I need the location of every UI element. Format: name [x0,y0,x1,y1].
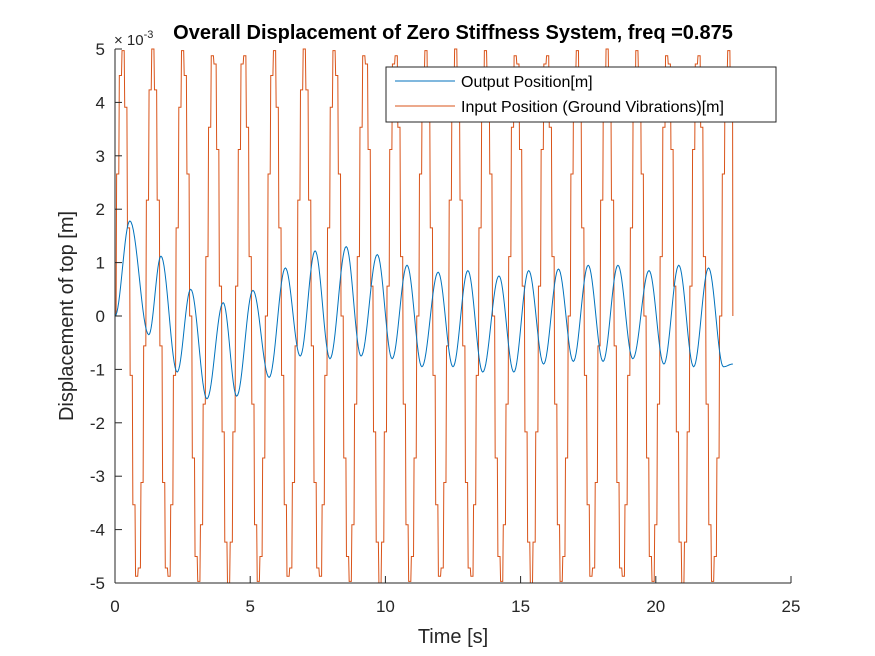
y-tick-label: 1 [96,254,105,273]
y-tick-label: 4 [96,93,105,112]
x-tick-label: 5 [245,597,254,616]
chart-title: Overall Displacement of Zero Stiffness S… [173,22,733,44]
y-tick-label: -4 [90,521,105,540]
y-tick-label: 5 [96,40,105,59]
x-tick-label: 0 [110,597,119,616]
x-tick-label: 25 [782,597,801,616]
x-tick-label: 20 [646,597,665,616]
legend-label-input: Input Position (Ground Vibrations)[m] [461,99,724,116]
x-tick-label: 10 [376,597,395,616]
plot-area: 0 5 10 15 20 25 -5 -4 -3 -2 -1 0 1 2 3 4 5 [90,40,801,616]
y-tick-label: 2 [96,200,105,219]
legend-label-output: Output Position[m] [461,74,593,91]
y-tick-label: 3 [96,147,105,166]
y-tick-label: -3 [90,467,105,486]
y-tick-label: -1 [90,360,105,379]
legend[interactable]: Output Position[m] Input Position (Groun… [386,67,776,122]
x-tick-label: 15 [511,597,530,616]
y-tick-label: -2 [90,414,105,433]
y-tick-label: -5 [90,574,105,593]
x-axis-label: Time [s] [418,626,488,648]
y-tick-label: 0 [96,307,105,326]
y-axis-label: Displacement of top [m] [56,211,78,421]
